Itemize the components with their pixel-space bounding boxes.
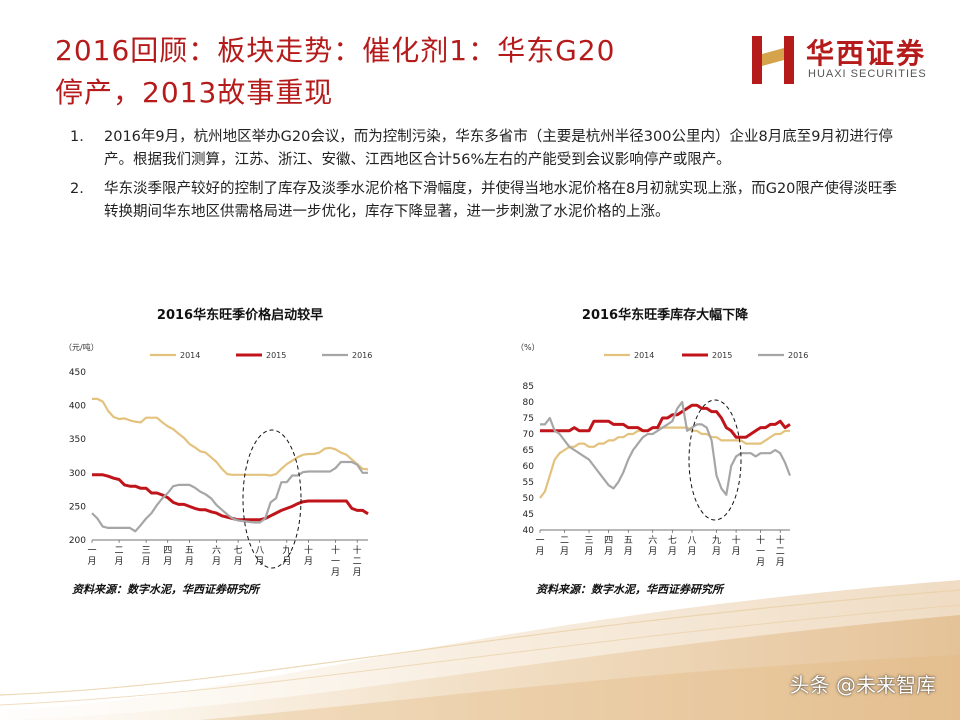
logo-cn-text: 华西证券: [806, 37, 927, 70]
decorative-swoosh: [0, 580, 960, 720]
x-tick-label: 十二月: [353, 544, 362, 578]
x-tick-label: 六月: [212, 544, 221, 567]
x-tick-label: 七月: [668, 535, 677, 557]
huaxi-logo-mark-icon: [752, 36, 794, 84]
y-tick-label: 250: [69, 502, 86, 512]
chart-inventory: 2016华东旺季库存大幅下降 （%） 40 45 50 55 60 65 70 75 80 85 一月…: [500, 298, 840, 588]
legend-label-2016: 2016: [352, 351, 372, 360]
x-tick-label: 九月: [282, 545, 291, 567]
x-tick-label: 十月: [304, 544, 313, 567]
y-axis-unit-label: （元/吨）: [64, 342, 99, 352]
y-tick-label: 50: [523, 494, 535, 504]
legend-label-2016: 2016: [788, 351, 808, 360]
x-tick-label: 三月: [142, 546, 151, 567]
y-tick-label: 85: [523, 382, 534, 392]
chart-price-svg: （元/吨） 200 250 300 350 400 450 一月二月三月四月五月六月七月八月九…: [64, 342, 372, 578]
bullet-list: 1. 2016年9月，杭州地区举办G20会议，而为控制污染，华东多省市（主要是杭…: [70, 126, 900, 230]
chart-inventory-svg: （%） 40 45 50 55 60 65 70 75 80 85 一月二月三月四月五月六月七月八月九…: [516, 343, 808, 568]
x-tick-label: 二月: [560, 536, 569, 557]
series-line-2014: [539, 426, 790, 499]
x-tick-label: 十一月: [756, 534, 765, 568]
bullet-text: 2016年9月，杭州地区举办G20会议，而为控制污染，华东多省市（主要是杭州半径…: [104, 129, 893, 168]
y-tick-label: 300: [69, 469, 86, 479]
series-line-2015: [92, 473, 369, 522]
y-tick-label: 80: [523, 398, 535, 408]
series-line-2015: [540, 403, 791, 439]
x-tick-label: 十一月: [331, 544, 340, 578]
legend-label-2015: 2015: [712, 351, 732, 360]
y-tick-label: 200: [69, 536, 86, 546]
x-tick-label: 十二月: [776, 534, 785, 568]
bullet-number: 2.: [70, 181, 84, 197]
chart-title: 2016华东旺季价格启动较早: [156, 308, 324, 323]
series-line-2014: [92, 397, 369, 477]
x-tick-label: 十月: [732, 534, 741, 557]
chart-price: 2016华东旺季价格启动较早 （元/吨） 200 250 300 350 400 450 一月…: [50, 298, 430, 588]
x-tick-label: 三月: [585, 536, 594, 557]
highlight-ellipse: [242, 429, 302, 569]
bullet-item-2: 2. 华东淡季限产较好的控制了库存及淡季水泥价格下滑幅度，并使得当地水泥价格在8…: [70, 178, 900, 224]
huaxi-logo: 华西证券 HUAXI SECURITIES: [742, 30, 942, 90]
x-tick-label: 六月: [648, 534, 657, 557]
y-tick-label: 40: [523, 526, 535, 536]
bullet-item-1: 1. 2016年9月，杭州地区举办G20会议，而为控制污染，华东多省市（主要是杭…: [70, 126, 900, 172]
highlight-ellipse: [688, 399, 742, 521]
series-line-2016: [91, 460, 368, 533]
bullet-number: 1.: [70, 129, 84, 145]
logo-en-text: HUAXI SECURITIES: [808, 68, 927, 80]
x-tick-label: 二月: [115, 546, 124, 567]
x-tick-label: 一月: [87, 546, 96, 567]
y-tick-label: 65: [523, 446, 534, 456]
x-tick-label: 五月: [185, 546, 194, 567]
x-tick-label: 四月: [163, 546, 172, 567]
x-tick-label: 一月: [535, 536, 544, 557]
chart-title: 2016华东旺季库存大幅下降: [581, 308, 749, 323]
page-title-line2: 停产，2013故事重现: [55, 76, 334, 109]
y-tick-label: 400: [69, 402, 86, 412]
x-tick-label: 八月: [687, 536, 696, 557]
bullet-text: 华东淡季限产较好的控制了库存及淡季水泥价格下滑幅度，并使得当地水泥价格在8月初就…: [104, 181, 897, 220]
y-tick-label: 55: [523, 478, 534, 488]
chart-source-right: 资料来源：数字水泥，华西证券研究所: [536, 583, 723, 596]
y-tick-label: 60: [523, 462, 535, 472]
chart-source-left: 资料来源：数字水泥，华西证券研究所: [72, 583, 259, 596]
watermark: 头条 @未来智库: [789, 673, 936, 697]
y-tick-label: 45: [523, 510, 534, 520]
legend-label-2015: 2015: [266, 351, 286, 360]
legend-label-2014: 2014: [180, 351, 200, 360]
y-tick-label: 450: [69, 368, 86, 378]
x-tick-label: 五月: [624, 536, 633, 557]
y-tick-label: 75: [523, 414, 534, 424]
series-line-2016: [540, 400, 792, 496]
page-title: 2016回顾：板块走势：催化剂1：华东G20 停产，2013故事重现: [55, 30, 695, 114]
legend-label-2014: 2014: [634, 351, 654, 360]
y-axis-unit-label: （%）: [516, 343, 540, 352]
y-tick-label: 70: [523, 430, 535, 440]
x-tick-label: 四月: [604, 536, 613, 557]
page-title-line1: 2016回顾：板块走势：催化剂1：华东G20: [55, 34, 616, 67]
y-tick-label: 350: [69, 435, 86, 445]
x-tick-label: 八月: [255, 546, 264, 567]
x-tick-label: 九月: [712, 535, 721, 557]
x-tick-label: 七月: [234, 545, 243, 567]
